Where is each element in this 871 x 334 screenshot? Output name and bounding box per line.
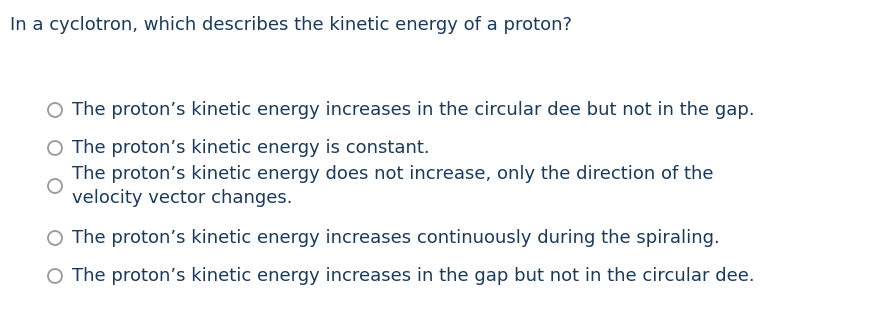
Text: The proton’s kinetic energy increases continuously during the spiraling.: The proton’s kinetic energy increases co… [72,229,719,247]
Text: The proton’s kinetic energy increases in the circular dee but not in the gap.: The proton’s kinetic energy increases in… [72,101,754,119]
Text: The proton’s kinetic energy is constant.: The proton’s kinetic energy is constant. [72,139,429,157]
Text: The proton’s kinetic energy increases in the gap but not in the circular dee.: The proton’s kinetic energy increases in… [72,267,754,285]
Text: In a cyclotron, which describes the kinetic energy of a proton?: In a cyclotron, which describes the kine… [10,16,572,34]
Text: The proton’s kinetic energy does not increase, only the direction of the
velocit: The proton’s kinetic energy does not inc… [72,165,713,207]
